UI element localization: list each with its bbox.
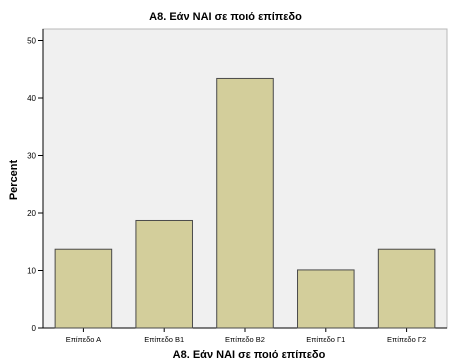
x-tick-label: Επίπεδο Α — [66, 335, 101, 344]
y-tick-label: 40 — [27, 94, 36, 103]
y-tick-label: 20 — [27, 209, 36, 218]
bars-group — [54, 77, 436, 329]
x-tick-label: Επίπεδο Γ1 — [306, 335, 345, 344]
bar — [54, 248, 113, 329]
x-axis: Επίπεδο Α Επίπεδο Β1 Επίπεδο Β2 Επίπεδο Γ1 Ε… — [43, 327, 447, 344]
y-axis-title: Percent — [8, 159, 20, 200]
y-tick-label: 0 — [32, 324, 37, 333]
y-tick-label: 50 — [27, 37, 36, 46]
chart-title: A8. Εάν ΝΑΙ σε ποιό επίπεδο — [149, 11, 302, 23]
bar — [377, 248, 436, 329]
x-tick-label: Επίπεδο Γ2 — [387, 335, 426, 344]
y-tick-label: 30 — [27, 152, 36, 161]
x-tick-label: Επίπεδο Β1 — [144, 335, 184, 344]
y-tick-label: 10 — [27, 267, 36, 276]
bar — [216, 77, 274, 329]
x-tick-label: Επίπεδο Β2 — [225, 335, 265, 344]
x-axis-title: A8. Εάν ΝΑΙ σε ποιό επίπεδο — [173, 349, 326, 361]
bar — [135, 219, 193, 329]
y-axis: 0 10 20 30 40 50 — [27, 29, 44, 333]
bar — [297, 269, 355, 329]
